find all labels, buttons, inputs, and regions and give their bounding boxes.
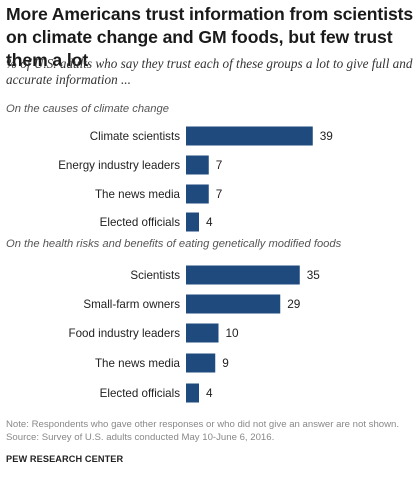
chart-note: Note: Respondents who gave other respons… [6,419,400,430]
value-label: 35 [307,268,321,282]
bar [186,353,216,373]
bar [186,184,209,204]
brand-logo-text: PEW RESEARCH CENTER [6,454,124,464]
category-label: The news media [95,357,181,370]
category-label: Climate scientists [90,130,180,143]
category-label: Elected officials [100,216,181,229]
section-label: On the health risks and benefits of eati… [6,238,342,250]
value-label: 29 [287,297,300,311]
bar [186,155,209,175]
bar [186,265,300,285]
bar [186,126,313,146]
category-label: Elected officials [100,387,181,400]
chart-title: More Americans trust information from sc… [6,4,414,70]
value-label: 39 [320,129,333,143]
chart-subtitle: % of U.S. adults who say they trust each… [6,56,413,87]
category-label: Food industry leaders [69,327,181,340]
bar [186,383,199,403]
category-label: Small-farm owners [83,298,180,311]
category-label: The news media [95,188,181,201]
bar [186,212,199,232]
section-label: On the causes of climate change [6,103,169,115]
bar [186,294,281,314]
value-label: 9 [222,356,229,370]
value-label: 4 [206,386,213,400]
category-label: Scientists [130,269,180,282]
value-label: 7 [216,158,223,172]
value-label: 7 [216,187,223,201]
chart-source: Source: Survey of U.S. adults conducted … [6,432,275,443]
category-label: Energy industry leaders [58,159,180,172]
bar [186,323,219,343]
value-label: 4 [206,215,213,229]
value-label: 10 [226,326,240,340]
